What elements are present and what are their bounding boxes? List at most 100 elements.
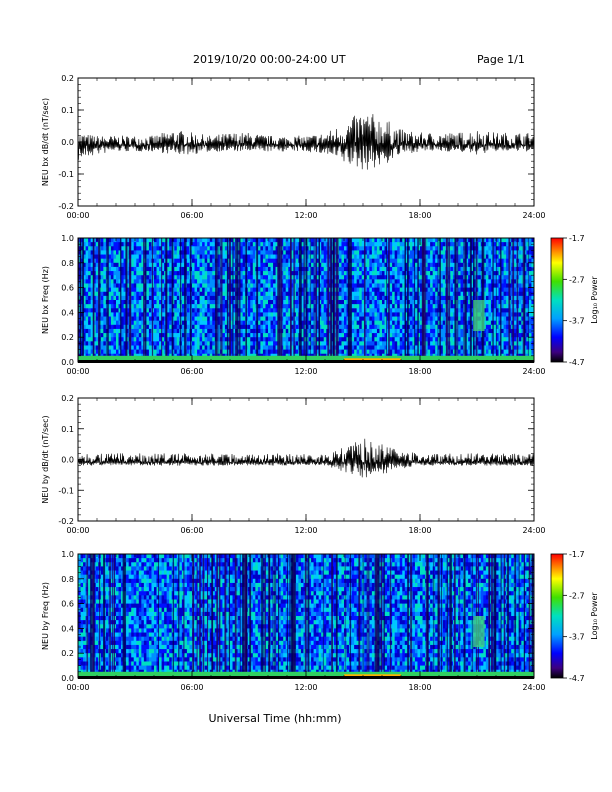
spectrogram-cell [161, 238, 165, 243]
spectrogram-cell [382, 271, 385, 276]
spectrogram-cell [204, 287, 208, 293]
spectrogram-cell [159, 246, 162, 251]
spectrogram-cell [85, 349, 89, 355]
spectrogram-cell [397, 341, 401, 346]
spectrogram-cell [123, 324, 127, 330]
spectrogram-cell [313, 279, 317, 284]
spectrogram-cell [161, 312, 165, 317]
spectrogram-cell [344, 283, 347, 288]
spectrogram-cell [316, 316, 319, 321]
spectrogram-cell [437, 246, 441, 251]
spectrogram-cell [295, 287, 299, 293]
spectrogram-cell [437, 254, 441, 259]
spectrogram-cell [371, 316, 375, 321]
spectrogram-cell [110, 333, 114, 338]
spectrogram-cell [460, 258, 464, 264]
spectrogram-cell [478, 328, 482, 334]
spectrogram-cell [146, 258, 150, 264]
spectrogram-cell [450, 316, 454, 321]
spectrogram-cell [382, 275, 385, 280]
spectrogram-cell [166, 238, 170, 243]
spectrogram-cell [306, 320, 309, 326]
spectrogram-cell [116, 283, 119, 288]
spectrogram-cell [323, 312, 327, 317]
spectrogram-cell [80, 333, 84, 338]
spectrogram-cell [186, 262, 190, 268]
spectrogram-cell [341, 275, 345, 280]
spectrogram-cell [110, 345, 114, 350]
spectrogram-cell [148, 258, 152, 264]
spectrogram-cell [414, 238, 418, 243]
spectrogram-cell [90, 291, 94, 297]
spectrogram-cell [440, 349, 444, 355]
spectrogram-cell [247, 279, 251, 284]
spectrogram-cell [90, 258, 94, 264]
spectrogram-cell [252, 275, 256, 280]
spectrogram-cell [371, 275, 375, 280]
spectrogram-cell [331, 328, 335, 334]
spectrogram-cell [470, 279, 474, 284]
spectrogram-cell [240, 349, 243, 355]
spectrogram-cell [197, 304, 200, 309]
spectrogram-cell [186, 258, 190, 264]
spectrogram-cell [90, 333, 94, 338]
spectrogram-cell [293, 300, 297, 305]
spectrogram-cell [270, 333, 274, 338]
spectrogram-cell [440, 300, 444, 305]
spectrogram-cell [93, 304, 97, 309]
spectrogram-cell [110, 349, 114, 355]
spectrogram-cell [392, 328, 395, 334]
spectrogram-cell [186, 328, 190, 334]
spectrogram-cell [313, 349, 317, 355]
spectrogram-cell [217, 262, 221, 268]
spectrogram-cell [432, 271, 436, 276]
spectrogram-cell [376, 345, 380, 350]
spectrogram-cell [420, 262, 423, 268]
spectrogram-cell [417, 271, 421, 276]
spectrogram-cell [275, 328, 279, 334]
spectrogram-cell [197, 300, 200, 305]
spectrogram-cell [485, 341, 489, 346]
spectrogram-cell [409, 291, 413, 297]
spectrogram-cell [283, 250, 287, 255]
spectrogram-cell [83, 304, 86, 309]
spectrogram-cell [121, 320, 124, 326]
spectrogram-cell [356, 242, 360, 247]
spectrogram-cell [366, 258, 370, 264]
spectrogram-cell [483, 246, 487, 251]
spectrogram-cell [338, 328, 342, 334]
spectrogram-cell [260, 271, 264, 276]
spectrogram-cell [108, 279, 112, 284]
spectrogram-cell [458, 246, 461, 251]
spectrogram-cell [85, 254, 89, 259]
spectrogram-cell [414, 279, 418, 284]
spectrogram-cell [318, 337, 322, 342]
spectrogram-cell [199, 258, 203, 264]
spectrogram-cell [435, 242, 439, 247]
spectrogram-cell [465, 337, 469, 342]
spectrogram-cell [356, 250, 360, 255]
spectrogram-cell [146, 349, 150, 355]
spectrogram-cell [369, 308, 373, 313]
spectrogram-cell [331, 275, 335, 280]
spectrogram-cell [344, 250, 347, 255]
spectrogram-cell [176, 287, 180, 293]
spectrogram-cell [268, 316, 271, 321]
spectrogram-cell [108, 287, 112, 293]
spectrogram-cell [455, 283, 459, 288]
spectrogram-cell [131, 320, 135, 326]
spectrogram-cell [275, 246, 279, 251]
spectrogram-cell [121, 246, 124, 251]
spectrogram-cell [268, 242, 271, 247]
spectrogram-cell [316, 238, 319, 243]
spectrogram-cell [154, 242, 157, 247]
spectrogram-cell [470, 304, 474, 309]
spectrogram-cell [417, 238, 421, 243]
spectrogram-cell [88, 300, 91, 305]
spectrogram-cell [275, 337, 279, 342]
spectrogram-cell [402, 328, 406, 334]
spectrogram-cell [341, 316, 345, 321]
spectrogram-cell [356, 312, 360, 317]
spectrogram-cell [361, 300, 365, 305]
spectrogram-cell [341, 242, 345, 247]
